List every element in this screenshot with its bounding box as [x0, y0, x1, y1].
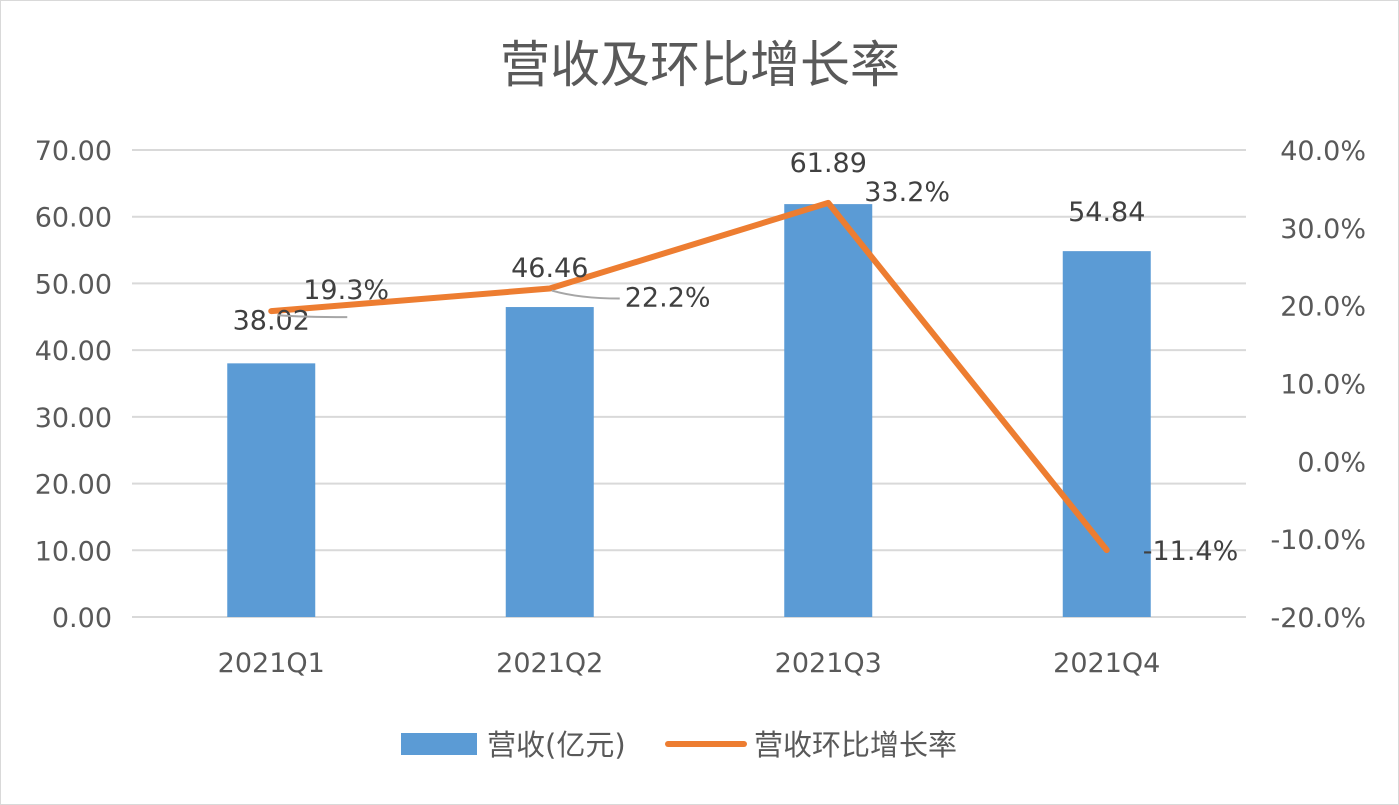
legend-swatch-bar — [401, 733, 477, 755]
category-label: 2021Q1 — [218, 648, 325, 679]
right-tick-label: -10.0% — [1270, 525, 1366, 556]
legend-label-bar: 营收(亿元) — [487, 728, 626, 762]
category-label: 2021Q3 — [775, 648, 882, 679]
bar — [1062, 251, 1151, 617]
line-value-label: 22.2% — [625, 283, 711, 314]
line-value-label: 33.2% — [864, 177, 950, 208]
legend: 营收(亿元) 营收环比增长率 — [401, 728, 957, 762]
category-label: 2021Q4 — [1053, 648, 1160, 679]
left-tick-label: 50.00 — [35, 269, 112, 300]
category-axis-labels: 2021Q1 2021Q2 2021Q3 2021Q4 — [218, 648, 1161, 679]
right-tick-label: 20.0% — [1280, 292, 1366, 323]
data-labels: 38.02 46.46 61.89 54.84 19.3% 22.2% 33.2% -11.4… — [233, 148, 1239, 567]
bar-series — [227, 204, 1151, 617]
legend-label-line: 营收环比增长率 — [754, 728, 957, 762]
bar — [784, 204, 873, 617]
leader-line — [551, 289, 620, 300]
right-tick-label: 30.0% — [1280, 214, 1366, 245]
right-tick-label: 40.0% — [1280, 136, 1366, 167]
line-value-label: -11.4% — [1143, 536, 1239, 567]
left-tick-label: 40.00 — [35, 336, 112, 367]
left-tick-label: 10.00 — [35, 536, 112, 567]
bar — [227, 363, 316, 617]
chart-title: 营收及环比增长率 — [500, 36, 900, 94]
bar-value-label: 38.02 — [233, 305, 310, 336]
line-value-label: 19.3% — [303, 275, 389, 306]
category-label: 2021Q2 — [496, 648, 603, 679]
left-tick-label: 70.00 — [35, 136, 112, 167]
right-tick-label: -20.0% — [1270, 603, 1366, 634]
gridlines — [132, 149, 1246, 618]
left-axis-ticks: 0.00 10.00 20.00 30.00 40.00 50.00 60.00 70.00 — [35, 136, 112, 634]
bar — [505, 307, 594, 617]
bar-value-label: 54.84 — [1068, 197, 1145, 228]
left-tick-label: 60.00 — [35, 203, 112, 234]
leader-line — [277, 314, 348, 319]
right-axis-ticks: -20.0% -10.0% 0.0% 10.0% 20.0% 30.0% 40.0% — [1270, 136, 1366, 634]
right-tick-label: 10.0% — [1280, 370, 1366, 401]
left-tick-label: 0.00 — [52, 603, 112, 634]
left-tick-label: 20.00 — [35, 470, 112, 501]
bar-value-label: 61.89 — [790, 148, 867, 179]
line-series — [268, 199, 1110, 554]
growth-line — [268, 199, 1110, 554]
bar-value-label: 46.46 — [511, 253, 588, 284]
right-tick-label: 0.0% — [1297, 447, 1366, 478]
left-tick-label: 30.00 — [35, 403, 112, 434]
